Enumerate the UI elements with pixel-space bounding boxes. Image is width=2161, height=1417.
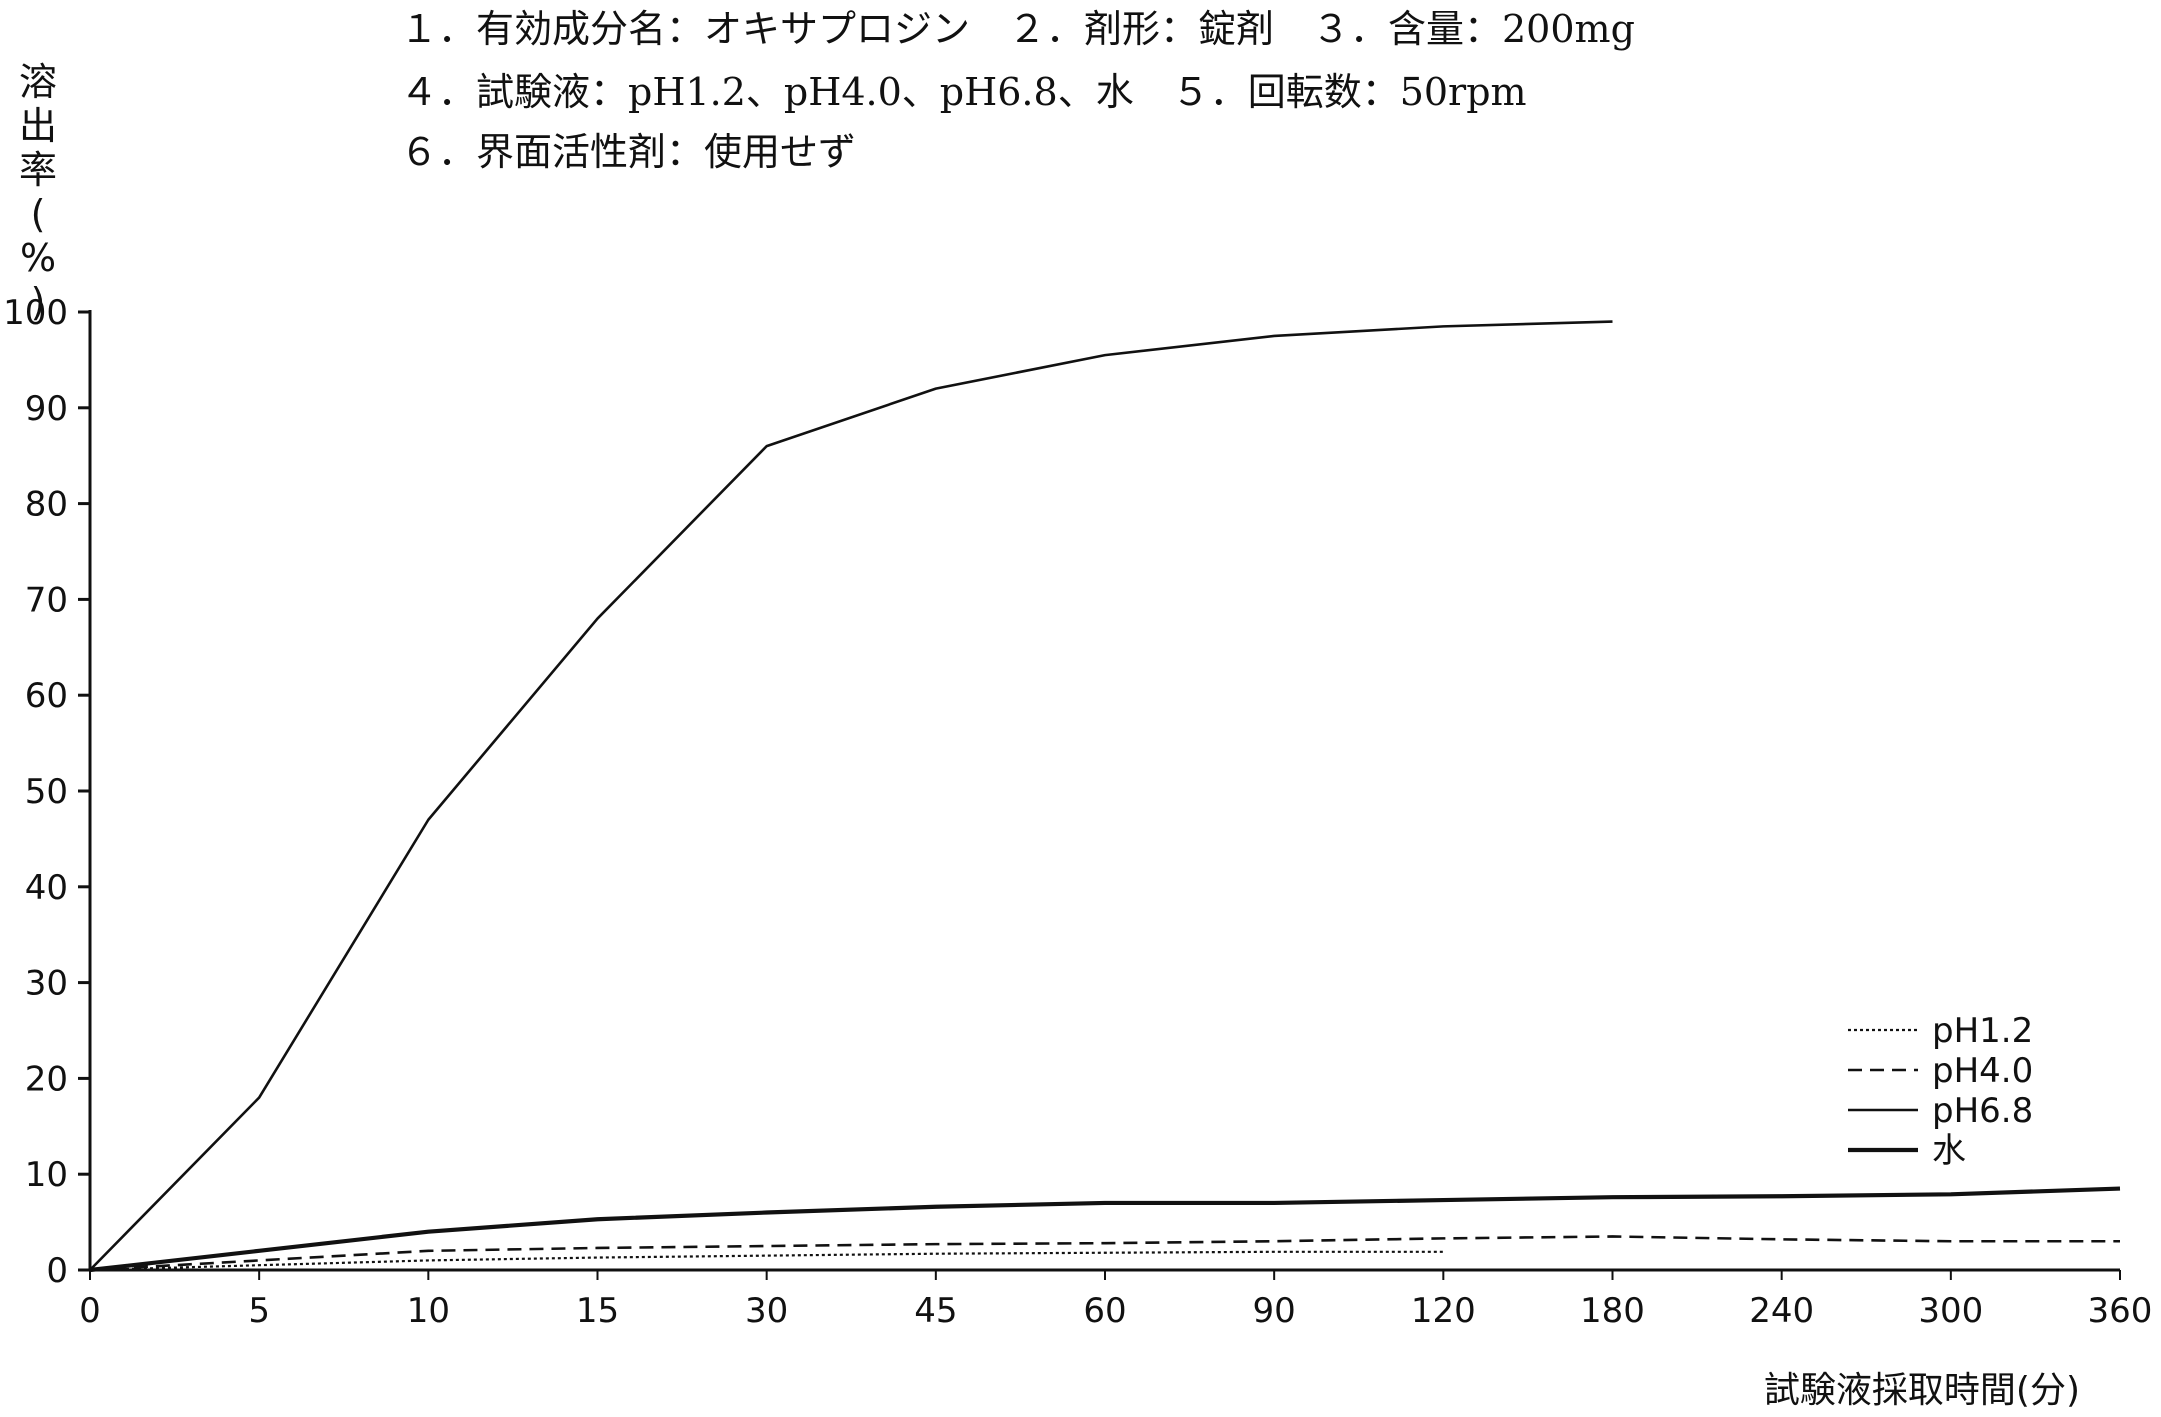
y-axis-label-char: 溶 (19, 60, 57, 104)
condition-header: １．有効成分名：オキサプロジン ２．剤形：錠剤 ３．含量：200mg ４．試験液… (400, 7, 1635, 174)
y-tick-label: 80 (25, 485, 68, 525)
x-tick-label: 120 (1411, 1291, 1476, 1331)
x-axis-label: 試験液採取時間(分) (1764, 1370, 2080, 1411)
y-axis-label-char: ) (31, 280, 46, 324)
x-tick-label: 300 (1918, 1291, 1983, 1331)
y-tick-label: 30 (25, 964, 68, 1004)
condition-line-1: １．有効成分名：オキサプロジン ２．剤形：錠剤 ３．含量：200mg (400, 7, 1635, 51)
y-tick-label: 20 (25, 1059, 68, 1099)
x-tick-label: 5 (248, 1291, 270, 1331)
y-tick-label: 100 (3, 293, 68, 333)
y-axis-label-char: 率 (19, 148, 57, 192)
y-axis-label-char: ( (31, 192, 46, 236)
y-tick-label: 70 (25, 580, 68, 620)
y-tick-label: 0 (46, 1251, 68, 1291)
x-tick-label: 0 (79, 1291, 101, 1331)
x-tick-label: 30 (745, 1291, 788, 1331)
y-tick-labels: 0 10 20 30 40 50 60 70 80 90 100 (3, 293, 68, 1291)
x-tick-label: 10 (407, 1291, 450, 1331)
condition-line-3: ６．界面活性剤：使用せず (400, 130, 856, 174)
y-axis-label-char: 出 (19, 104, 57, 148)
series-line-dashed (89, 1235, 2120, 1272)
y-axis-label-char: % (20, 236, 56, 280)
x-tick-labels: 0 5 10 15 30 45 60 90 120 180 240 300 360 (79, 1291, 2152, 1331)
x-tick-label: 15 (576, 1291, 619, 1331)
condition-line-2: ４．試験液：pH1.2、pH4.0、pH6.8、水 ５．回転数：50rpm (400, 70, 1527, 114)
x-tick-label: 360 (2088, 1291, 2153, 1331)
y-tick-label: 10 (25, 1155, 68, 1195)
legend-label: pH4.0 (1932, 1051, 2033, 1091)
axes (78, 310, 2121, 1280)
legend-label: pH6.8 (1932, 1091, 2033, 1131)
legend-label: pH1.2 (1932, 1011, 2033, 1051)
y-tick-label: 50 (25, 772, 68, 812)
y-tick-label: 40 (25, 868, 68, 908)
y-tick-label: 60 (25, 676, 68, 716)
x-tick-label: 240 (1749, 1291, 1814, 1331)
legend-label: 水 (1932, 1131, 1966, 1171)
y-tick-label: 90 (25, 389, 68, 429)
series-line-thick (89, 1186, 2121, 1273)
x-tick-label: 60 (1083, 1291, 1126, 1331)
y-axis-label: 溶出率(%) (19, 60, 57, 324)
series-lines (89, 320, 2121, 1273)
series-line-dotted (89, 1250, 1444, 1272)
series-line-thin (89, 320, 1613, 1271)
x-tick-label: 180 (1580, 1291, 1645, 1331)
x-tick-label: 90 (1253, 1291, 1296, 1331)
x-tick-label: 45 (914, 1291, 957, 1331)
